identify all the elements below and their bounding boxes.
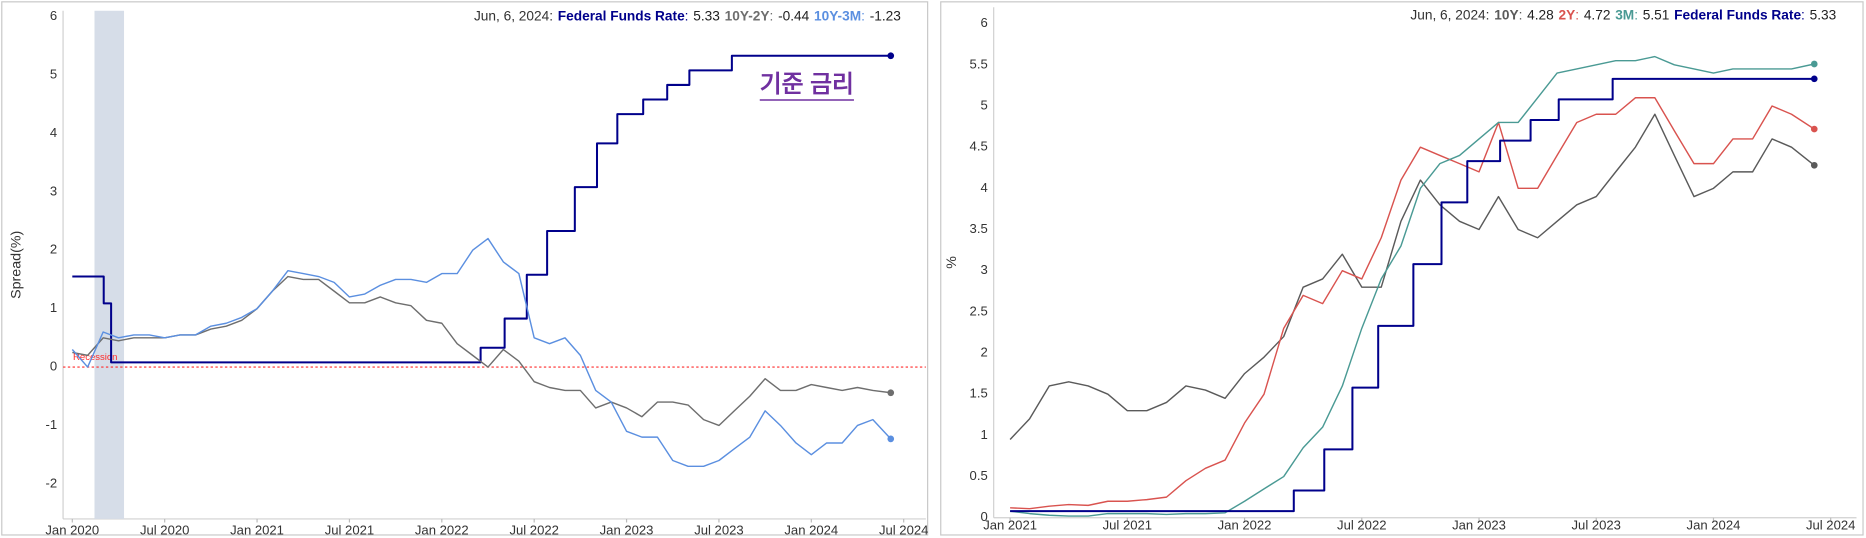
- shaded-region-label: Recession: [73, 352, 117, 363]
- y-axis-label: Spread(%): [8, 231, 24, 299]
- readout-name: 10Y: [1494, 7, 1518, 22]
- x-tick-label: Jul 2021: [1103, 518, 1152, 533]
- x-tick-label: Jul 2023: [694, 522, 743, 537]
- y-tick-label: 3: [980, 262, 987, 277]
- y-axis-label: %: [944, 256, 960, 269]
- end-marker: [887, 52, 895, 60]
- readout-date: Jun, 6, 2024:: [474, 8, 553, 23]
- readout-separator: :: [1519, 7, 1523, 22]
- end-marker: [1810, 75, 1818, 83]
- readout-name: 3M: [1615, 7, 1634, 22]
- readout: Jun, 6, 2024: Federal Funds Rate: 5.33 10Y-…: [474, 8, 901, 23]
- readout-separator: :: [685, 8, 689, 23]
- end-marker: [887, 435, 895, 443]
- end-marker: [1810, 161, 1818, 169]
- x-tick-label: Jan 2021: [230, 522, 284, 537]
- y-tick-label: 4.5: [970, 139, 988, 154]
- series-line: [1010, 97, 1815, 510]
- y-tick-label: 5: [50, 66, 57, 81]
- readout-value: 5.33: [693, 8, 720, 23]
- y-tick-label: -1: [45, 417, 57, 432]
- readout-separator: :: [769, 8, 773, 23]
- y-tick-label: 5.5: [970, 56, 988, 71]
- x-tick-label: Jan 2022: [1218, 518, 1272, 533]
- series-line: [1010, 55, 1815, 517]
- y-tick-label: 2: [980, 344, 987, 359]
- annotation: 기준 금리: [760, 71, 854, 98]
- y-tick-label: 0.5: [970, 468, 988, 483]
- series-line: [72, 275, 891, 427]
- shaded-region: [94, 10, 125, 519]
- y-tick-label: 6: [50, 8, 57, 23]
- x-tick-label: Jul 2022: [1337, 518, 1386, 533]
- x-tick-label: Jul 2024: [879, 522, 928, 537]
- x-tick-label: Jan 2021: [983, 518, 1037, 533]
- readout-separator: :: [1575, 7, 1579, 22]
- x-tick-label: Jul 2024: [1806, 518, 1855, 533]
- x-tick-label: Jan 2024: [1687, 518, 1741, 533]
- end-marker: [887, 389, 895, 397]
- y-tick-label: 2.5: [970, 303, 988, 318]
- y-tick-label: 3: [50, 183, 57, 198]
- readout-value: 4.72: [1584, 7, 1611, 22]
- readout-value: 5.51: [1643, 7, 1670, 22]
- readout: Jun, 6, 2024: 10Y: 4.28 2Y: 4.72 3M: 5.51 Feder…: [1410, 7, 1836, 22]
- y-tick-label: 0: [980, 509, 987, 524]
- readout-separator: :: [1801, 7, 1805, 22]
- readout-name: Federal Funds Rate: [1674, 7, 1801, 22]
- readout-name: 2Y: [1559, 7, 1576, 22]
- series-line: [1009, 113, 1815, 440]
- y-tick-label: 2: [50, 242, 57, 257]
- x-tick-label: Jul 2022: [509, 522, 558, 537]
- readout-separator: :: [1634, 7, 1638, 22]
- y-tick-label: -2: [45, 475, 57, 490]
- readout-separator: :: [861, 8, 865, 23]
- y-tick-label: 4: [50, 125, 57, 140]
- end-marker: [1810, 125, 1818, 133]
- y-tick-label: 5: [980, 97, 987, 112]
- x-tick-label: Jul 2023: [1572, 518, 1621, 533]
- right-panel: [940, 1, 1864, 536]
- readout-name: 10Y-2Y: [725, 8, 770, 23]
- x-tick-label: Jan 2023: [600, 522, 654, 537]
- x-tick-label: Jan 2023: [1452, 518, 1506, 533]
- y-tick-label: 1: [980, 427, 987, 442]
- y-tick-label: 6: [980, 15, 987, 30]
- x-tick-label: Jul 2021: [325, 522, 374, 537]
- readout-value: -1.23: [870, 8, 901, 23]
- series-line: [1010, 77, 1815, 513]
- x-tick-label: Jan 2024: [784, 522, 838, 537]
- y-tick-label: 1.5: [970, 386, 988, 401]
- series-line: [71, 237, 892, 468]
- readout-value: 4.28: [1527, 7, 1554, 22]
- y-tick-label: 3.5: [970, 221, 988, 236]
- x-tick-label: Jul 2020: [140, 522, 189, 537]
- end-marker: [1810, 60, 1818, 68]
- readout-value: -0.44: [778, 8, 810, 23]
- readout-name: Federal Funds Rate: [558, 8, 685, 23]
- readout-date: Jun, 6, 2024:: [1410, 7, 1489, 22]
- x-tick-label: Jan 2022: [415, 522, 469, 537]
- y-tick-label: 4: [980, 180, 987, 195]
- y-tick-label: 0: [50, 359, 57, 374]
- series-line: [72, 54, 891, 364]
- readout-value: 5.33: [1810, 7, 1837, 22]
- x-tick-label: Jan 2020: [45, 522, 99, 537]
- readout-name: 10Y-3M: [814, 8, 861, 23]
- y-tick-label: 1: [50, 300, 57, 315]
- left-panel: [1, 1, 929, 536]
